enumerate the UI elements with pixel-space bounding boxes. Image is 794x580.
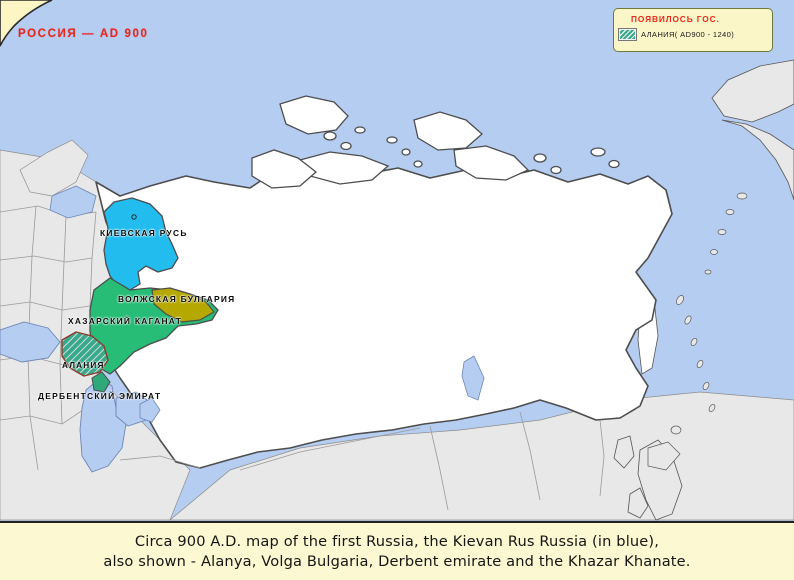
franz-josef-land (251, 149, 318, 189)
legend-panel[interactable]: ПОЯВИЛОСЬ ГОС. АЛАНИЯ( AD900 - 1240) (613, 8, 773, 52)
map-graphic (0, 0, 794, 521)
legend-swatch-icon (618, 28, 637, 41)
legend-title: ПОЯВИЛОСЬ ГОС. (631, 14, 720, 24)
kuril-chain (647, 295, 716, 471)
lake-baikal (461, 355, 485, 401)
severnaya-zemlya (413, 111, 483, 151)
region-label-khazar-khanate: ХАЗАРСКИЙ КАГАНАТ (68, 316, 183, 326)
legend-entry-label: АЛАНИЯ( AD900 - 1240) (641, 30, 735, 39)
region-label-volga-bulgaria: ВОЛЖСКАЯ БУЛГАРИЯ (118, 294, 236, 304)
alaska-landmass (711, 59, 794, 123)
aleutian-chain (721, 119, 794, 201)
aral-sea (139, 397, 161, 423)
region-label-derbent-emirate: ДЕРБЕНТСКИЙ ЭМИРАТ (38, 391, 162, 401)
baltic-sea (49, 185, 97, 219)
caspian-sea (79, 377, 127, 473)
novaya-zemlya-north (298, 151, 390, 185)
caption-line-2: also shown - Alanya, Volga Bulgaria, Der… (103, 553, 691, 570)
region-label-kievan-rus: КИЕВСКАЯ РУСЬ (100, 228, 188, 238)
scandinavia-landmass (19, 139, 89, 197)
page-title: РОССИЯ — AD 900 (18, 28, 149, 40)
central-asia-landmass (169, 391, 794, 521)
greenland-landmass (0, 0, 53, 47)
region-alanya (61, 331, 109, 377)
kiev-city-marker (131, 214, 137, 220)
japan-kyushu (627, 487, 649, 519)
svalbard-island (279, 95, 349, 135)
korea-landmass (613, 435, 635, 469)
aleutian-islets (704, 192, 748, 275)
black-sea (0, 321, 61, 363)
region-label-alanya: АЛАНИЯ (62, 361, 105, 370)
region-volga-bulgaria (151, 287, 215, 323)
country-borders (0, 205, 605, 511)
arctic-islands (251, 95, 620, 189)
region-derbent-emirate (91, 371, 111, 393)
legend-entry-alanya[interactable]: АЛАНИЯ( AD900 - 1240) (618, 28, 735, 41)
map-canvas[interactable]: РОССИЯ — AD 900 ПОЯВИЛОСЬ ГОС. АЛАНИЯ( A… (0, 0, 794, 521)
caption-band: Circa 900 A.D. map of the first Russia, … (0, 521, 794, 580)
caption-line-1: Circa 900 A.D. map of the first Russia, … (134, 533, 660, 550)
taymyr-islands (453, 145, 530, 181)
